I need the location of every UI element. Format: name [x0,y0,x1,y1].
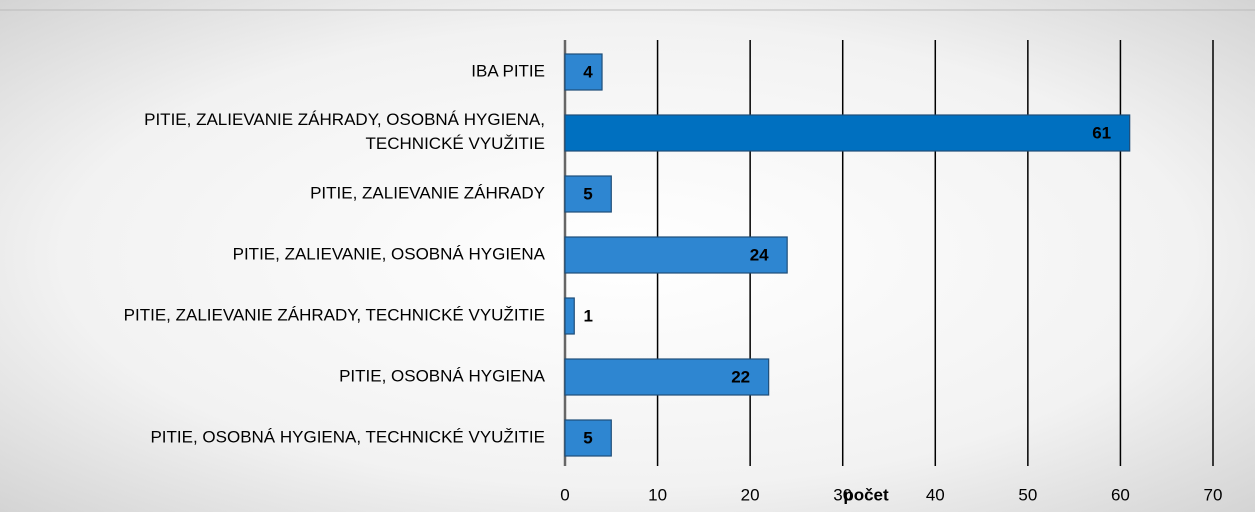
data-label: 4 [583,62,593,81]
category-label-line: PITIE, ZALIEVANIE ZÁHRADY, OSOBNÁ HYGIEN… [144,110,545,129]
bar [564,419,612,457]
x-tick-label: 60 [1111,485,1130,504]
bar [564,236,788,274]
bar [564,175,612,213]
x-tick-label: 40 [926,485,945,504]
bar [564,114,1131,152]
x-tick-label: 10 [648,485,667,504]
x-tick-label: 70 [1204,485,1223,504]
category-label: PITIE, ZALIEVANIE ZÁHRADY, TECHNICKÉ VYU… [124,305,545,324]
category-label: IBA PITIE [471,61,545,80]
bar [564,297,575,335]
data-label: 5 [583,184,592,203]
data-label: 1 [584,306,593,325]
data-label: 22 [731,367,750,386]
data-label: 5 [583,428,592,447]
bar [564,358,770,396]
data-label: 61 [1092,123,1111,142]
category-label-line: TECHNICKÉ VYUŽITIE [366,134,545,153]
category-label: PITIE, OSOBNÁ HYGIENA, TECHNICKÉ VYUŽITI… [150,427,545,446]
x-tick-label: 20 [741,485,760,504]
category-label: PITIE, ZALIEVANIE ZÁHRADY, OSOBNÁ HYGIEN… [144,110,545,153]
data-label: 24 [750,245,769,264]
x-axis-title: počet [843,485,889,504]
category-label: PITIE, ZALIEVANIE ZÁHRADY [310,183,545,202]
bar [564,53,603,91]
category-label: PITIE, ZALIEVANIE, OSOBNÁ HYGIENA [233,244,546,263]
x-tick-label: 50 [1018,485,1037,504]
x-tick-label: 0 [560,485,569,504]
x-tick-label: 30 [833,485,852,504]
category-label: PITIE, OSOBNÁ HYGIENA [339,366,546,385]
